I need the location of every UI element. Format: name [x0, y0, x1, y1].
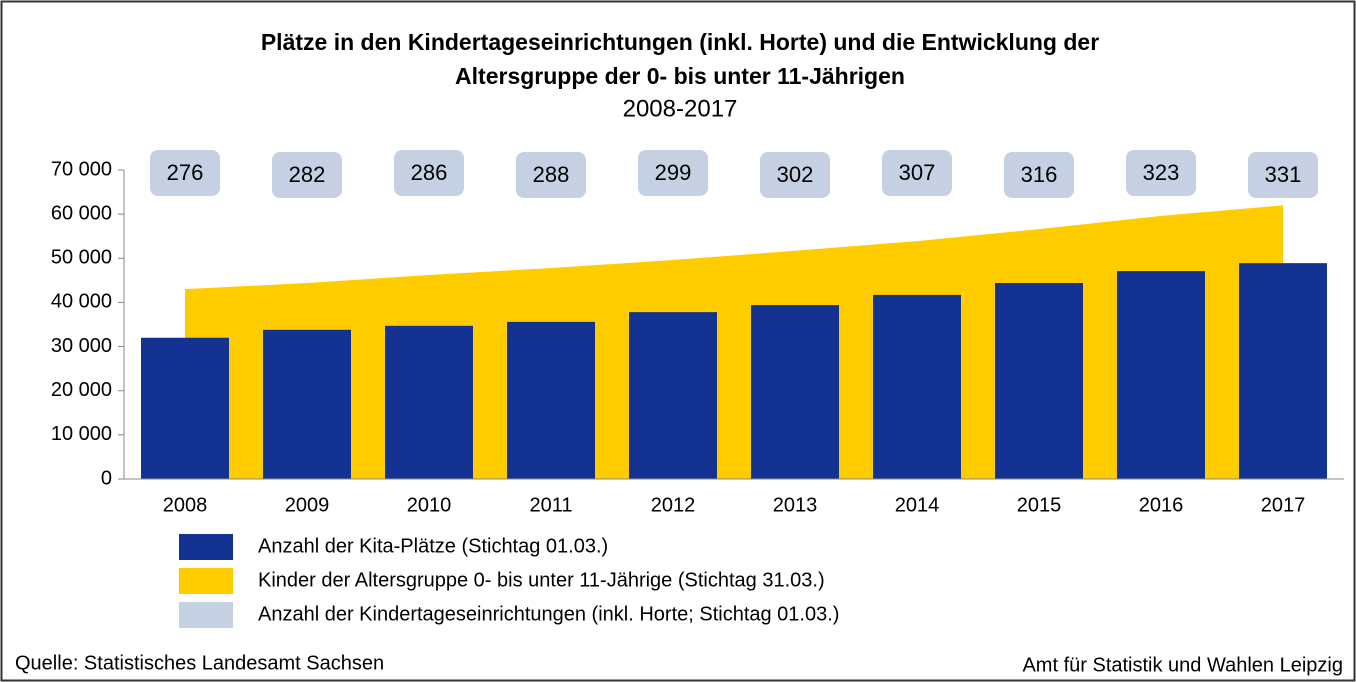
x-tick-label: 2010 [407, 494, 452, 516]
legend-swatch [179, 568, 233, 594]
credit: Amt für Statistik und Wahlen Leipzig [1022, 654, 1343, 676]
bar [1117, 271, 1205, 479]
bar [263, 329, 351, 479]
legend-swatch [179, 602, 233, 628]
y-tick-label: 30 000 [51, 335, 112, 357]
x-tick-label: 2016 [1139, 494, 1184, 516]
legend-swatch [179, 534, 233, 560]
count-label: 331 [1265, 162, 1302, 187]
legend-label: Kinder der Altersgruppe 0- bis unter 11-… [258, 569, 825, 591]
y-tick-label: 70 000 [51, 158, 112, 180]
bar [873, 294, 961, 479]
count-box [1004, 152, 1074, 198]
bar [995, 283, 1083, 479]
count-label: 276 [167, 160, 204, 185]
bar [629, 312, 717, 479]
x-tick-label: 2013 [773, 494, 818, 516]
count-box [882, 150, 952, 196]
count-label: 299 [655, 160, 692, 185]
legend-label: Anzahl der Kita-Plätze (Stichtag 01.03.) [258, 535, 608, 557]
chart-title: Plätze in den Kindertageseinrichtungen (… [261, 29, 1099, 55]
y-tick-label: 40 000 [51, 291, 112, 313]
bar [385, 325, 473, 479]
count-box [516, 152, 586, 198]
count-box [272, 152, 342, 198]
y-tick-label: 20 000 [51, 379, 112, 401]
legend-label: Anzahl der Kindertageseinrichtungen (ink… [258, 603, 839, 625]
chart-title: Altersgruppe der 0- bis unter 11-Jährige… [455, 63, 905, 89]
x-tick-label: 2012 [651, 494, 696, 516]
count-label: 288 [533, 162, 570, 187]
count-box [760, 152, 830, 198]
count-label: 302 [777, 162, 814, 187]
bar [507, 321, 595, 479]
y-tick-label: 50 000 [51, 247, 112, 269]
count-box [150, 150, 220, 196]
count-label: 323 [1143, 160, 1180, 185]
count-box [394, 150, 464, 196]
count-box [1248, 152, 1318, 198]
count-box [1126, 150, 1196, 196]
count-label: 307 [899, 160, 936, 185]
chart-subtitle: 2008-2017 [623, 95, 738, 122]
x-tick-label: 2008 [163, 494, 208, 516]
x-tick-label: 2014 [895, 494, 940, 516]
y-tick-label: 0 [101, 467, 112, 489]
bar [1239, 263, 1327, 479]
count-label: 286 [411, 160, 448, 185]
count-label: 282 [289, 162, 326, 187]
bar [141, 337, 229, 479]
count-label: 316 [1021, 162, 1058, 187]
source: Quelle: Statistisches Landesamt Sachsen [15, 652, 384, 674]
x-tick-label: 2009 [285, 494, 330, 516]
x-tick-label: 2011 [529, 494, 572, 516]
x-tick-label: 2015 [1017, 494, 1062, 516]
x-tick-label: 2017 [1261, 494, 1306, 516]
y-tick-label: 10 000 [51, 423, 112, 445]
bar [751, 305, 839, 479]
count-box [638, 150, 708, 196]
y-tick-label: 60 000 [51, 202, 112, 224]
